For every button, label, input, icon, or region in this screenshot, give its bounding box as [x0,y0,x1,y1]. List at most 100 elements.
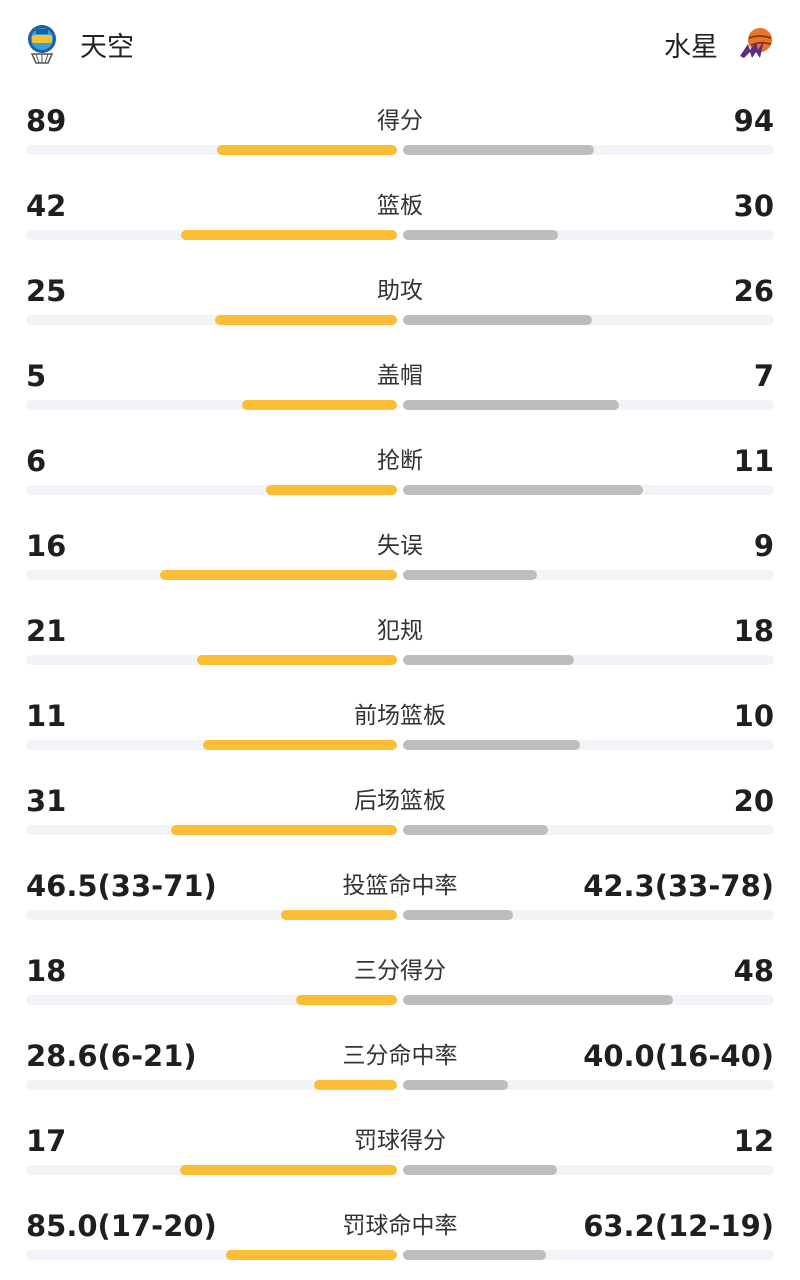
left-team-value: 25 [26,274,67,308]
left-team-bar [296,995,397,1005]
stat-row: 6 抢断 11 [0,425,800,510]
right-team-bar [403,655,574,665]
stat-row: 89 得分 94 [0,85,800,170]
right-team-value: 30 [733,189,774,223]
right-team-bar [403,570,537,580]
left-team-value: 31 [26,784,67,818]
right-team-value: 48 [733,954,774,988]
stat-label: 投篮命中率 [342,873,458,899]
left-team-bar [242,400,397,410]
right-bar-track [403,1165,774,1175]
right-bar-track [403,145,774,155]
left-team-bar [197,655,397,665]
stat-label: 得分 [377,108,423,134]
right-team-bar [403,315,592,325]
right-team-value: 42.3(33-78) [583,869,774,903]
stat-label: 三分命中率 [342,1043,458,1069]
left-team-value: 5 [26,359,47,393]
right-team-value: 9 [753,529,774,563]
right-bar-track [403,315,774,325]
right-team-value: 11 [733,444,774,478]
stat-label: 助攻 [377,278,423,304]
stat-label: 三分得分 [354,958,446,984]
left-bar-track [26,400,397,410]
stat-row: 46.5(33-71) 投篮命中率 42.3(33-78) [0,850,800,935]
stat-label: 抢断 [377,448,423,474]
stat-row: 21 犯规 18 [0,595,800,680]
left-team-bar [171,825,397,835]
right-team-value: 94 [733,104,774,138]
left-team-bar [181,230,397,240]
right-team-bar [403,995,673,1005]
sky-team-logo-icon [28,25,56,64]
left-team-bar [281,910,397,920]
right-team-bar [403,145,594,155]
left-team-value: 21 [26,614,67,648]
left-team-value: 6 [26,444,47,478]
left-team-value: 46.5(33-71) [26,869,217,903]
left-bar-track [26,485,397,495]
left-bar-track [26,825,397,835]
stat-row: 11 前场篮板 10 [0,680,800,765]
stat-label: 罚球得分 [354,1128,446,1154]
left-team-value: 85.0(17-20) [26,1209,217,1243]
stat-row: 28.6(6-21) 三分命中率 40.0(16-40) [0,1020,800,1105]
left-bar-track [26,740,397,750]
left-team-name: 天空 [80,31,134,63]
stat-row: 5 盖帽 7 [0,340,800,425]
left-team-value: 11 [26,699,67,733]
stat-label: 犯规 [377,618,423,644]
left-team-bar [203,740,397,750]
left-team-value: 18 [26,954,67,988]
stat-label: 罚球命中率 [342,1213,458,1239]
stat-row: 17 罚球得分 12 [0,1105,800,1190]
stat-row: 42 篮板 30 [0,170,800,255]
left-team-value: 89 [26,104,67,138]
stat-label: 失误 [377,533,423,559]
left-team[interactable]: 天空 [24,22,134,66]
right-team[interactable]: 水星 [664,22,776,66]
left-bar-track [26,1165,397,1175]
right-bar-track [403,1250,774,1260]
stat-row: 18 三分得分 48 [0,935,800,1020]
right-team-bar [403,1165,557,1175]
left-bar-track [26,1250,397,1260]
right-team-value: 40.0(16-40) [583,1039,774,1073]
left-bar-track [26,655,397,665]
right-bar-track [403,995,774,1005]
left-bar-track [26,315,397,325]
right-team-name: 水星 [664,31,718,63]
right-team-value: 26 [733,274,774,308]
stat-row: 85.0(17-20) 罚球命中率 63.2(12-19) [0,1190,800,1275]
left-team-value: 28.6(6-21) [26,1039,197,1073]
right-team-value: 18 [733,614,774,648]
right-team-value: 7 [753,359,774,393]
right-team-value: 63.2(12-19) [583,1209,774,1243]
stat-label: 盖帽 [377,363,423,389]
left-bar-track [26,995,397,1005]
matchup-header: 天空 水星 [0,0,800,85]
left-bar-track [26,1080,397,1090]
left-bar-track [26,570,397,580]
left-team-value: 17 [26,1124,67,1158]
right-team-value: 12 [733,1124,774,1158]
right-team-bar [403,910,513,920]
mercury-team-logo-icon [740,28,772,58]
right-bar-track [403,1080,774,1090]
right-team-bar [403,1080,508,1090]
left-team-value: 42 [26,189,67,223]
right-bar-track [403,825,774,835]
right-team-value: 10 [733,699,774,733]
right-team-bar [403,400,619,410]
right-bar-track [403,485,774,495]
right-bar-track [403,570,774,580]
stat-label: 前场篮板 [354,703,446,729]
stat-row: 25 助攻 26 [0,255,800,340]
right-team-bar [403,1250,546,1260]
right-team-bar [403,740,580,750]
left-team-bar [215,315,397,325]
stat-row: 31 后场篮板 20 [0,765,800,850]
right-team-bar [403,825,548,835]
right-bar-track [403,400,774,410]
right-team-bar [403,230,558,240]
